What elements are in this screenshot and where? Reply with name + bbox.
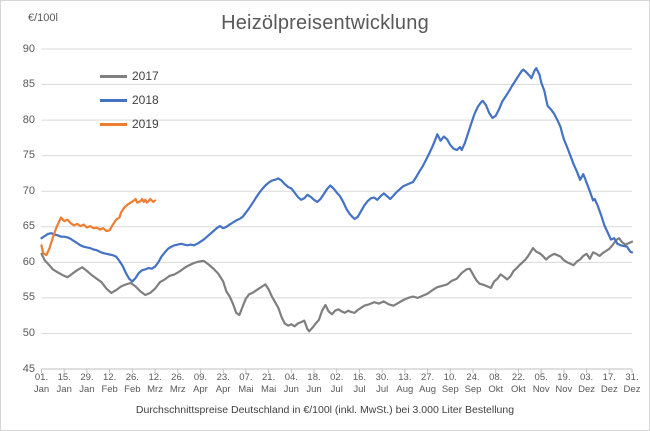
x-tick-label: 17. Dez	[600, 372, 618, 395]
x-tick-label: 26. Mrz	[169, 372, 186, 395]
x-tick-label: 08. Okt	[488, 372, 504, 395]
y-tick-label: 60	[22, 255, 35, 268]
legend-label-2018: 2018	[132, 93, 159, 107]
x-tick-label: 10. Sep	[441, 372, 459, 395]
x-tick-label: 30. Jul	[375, 372, 389, 395]
legend-swatch-2017-line-icon	[100, 74, 127, 78]
x-tick-label: 29. Jan	[79, 372, 95, 395]
x-tick-label: 01. Jan	[33, 372, 50, 395]
x-tick-label: 18. Jun	[306, 372, 322, 395]
legend-swatch-2018-line-icon	[100, 98, 127, 102]
x-tick-label: 21. Mai	[260, 372, 277, 395]
x-tick-label: 31. Dez	[623, 372, 641, 395]
x-tick-label: 15. Jan	[56, 372, 72, 395]
legend-item-2019: 2019	[100, 112, 159, 136]
y-axis-unit-label: €/100l	[28, 12, 58, 24]
y-tick-label: 80	[22, 113, 35, 126]
legend-swatch-2019-line-icon	[100, 122, 127, 126]
x-tick-label: 02. Jul	[330, 372, 344, 395]
y-tick-label: 85	[22, 78, 35, 91]
x-tick-label: 19. Nov	[555, 372, 573, 395]
legend-item-2018: 2018	[100, 88, 159, 112]
x-tick-label: 09. Apr	[193, 372, 208, 395]
series-line-2019	[40, 197, 157, 257]
x-tick-label: 05. Nov	[532, 372, 550, 395]
chart-title: Heizölpreisentwicklung	[221, 12, 429, 34]
x-tick-label: 04. Jun	[283, 372, 299, 395]
x-tick-label: 26. Feb	[124, 372, 141, 395]
legend-label-2017: 2017	[132, 69, 159, 83]
y-tick-label: 55	[22, 291, 35, 304]
x-tick-label: 07. Mai	[238, 372, 254, 395]
y-tick-label: 75	[22, 149, 35, 162]
x-tick-label: 03. Dez	[578, 372, 596, 395]
series-line-2017	[40, 237, 634, 333]
legend-label-2019: 2019	[132, 117, 159, 131]
y-tick-label: 45	[22, 362, 35, 375]
y-tick-label: 50	[22, 326, 35, 339]
y-tick-label: 65	[22, 220, 35, 233]
x-tick-label: 23. Apr	[215, 372, 231, 395]
x-tick-label: 13. Aug	[396, 372, 414, 395]
x-tick-label: 12. Mrz	[147, 372, 163, 395]
legend-item-2017: 2017	[100, 64, 159, 88]
series-line-2018	[40, 67, 634, 283]
x-tick-label: 22. Okt	[511, 372, 526, 395]
y-tick-label: 70	[22, 184, 35, 197]
legend: 2017 2018 2019	[100, 64, 159, 136]
chart-caption: Durchschnittspreise Deutschland in €/100…	[135, 404, 515, 416]
y-tick-label: 90	[22, 42, 35, 55]
x-tick-label: 27. Aug	[419, 372, 437, 395]
x-tick-label: 16. Jul	[352, 372, 367, 395]
x-tick-label: 24. Sep	[464, 372, 482, 395]
x-tick-label: 12. Feb	[101, 372, 118, 395]
